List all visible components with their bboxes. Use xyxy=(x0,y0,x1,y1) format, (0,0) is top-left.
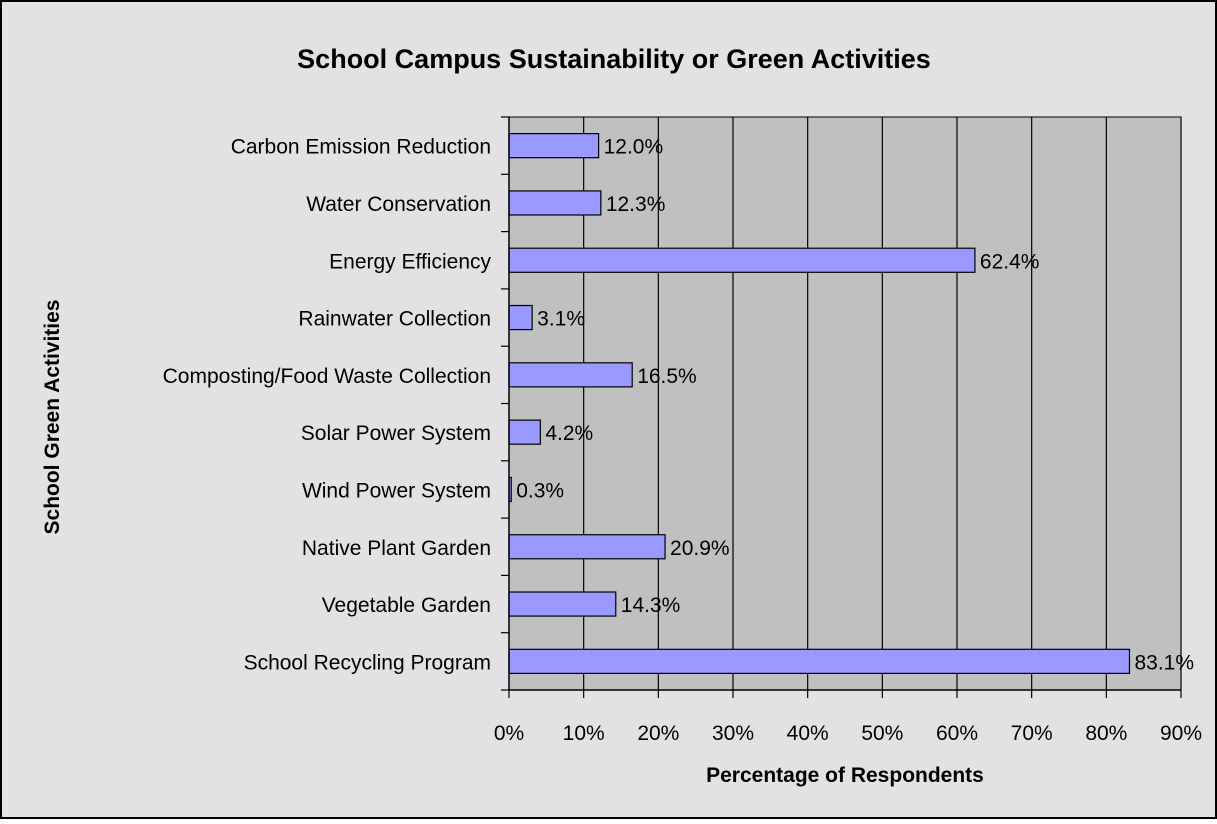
data-label: 12.3% xyxy=(606,193,666,216)
x-tick-label: 60% xyxy=(936,722,978,745)
gridlines xyxy=(583,117,1182,690)
category-label: Energy Efficiency xyxy=(329,250,491,273)
category-label: Water Conservation xyxy=(306,193,491,216)
bar xyxy=(508,247,976,273)
x-tick-label: 20% xyxy=(637,722,679,745)
x-tick-label: 80% xyxy=(1085,722,1127,745)
category-labels: Carbon Emission Reduction Water Conservat… xyxy=(163,116,509,691)
category-label: Native Plant Garden xyxy=(302,537,491,560)
x-tick-label: 50% xyxy=(861,722,903,745)
data-label: 12.0% xyxy=(604,136,664,159)
x-axis-ticks: 0% 10% 20% 30% 40% 50% 60% 70% 80% 90% xyxy=(494,690,1202,745)
data-label: 3.1% xyxy=(537,308,585,331)
data-label: 16.5% xyxy=(637,365,697,388)
data-label: 14.3% xyxy=(621,594,681,617)
data-label: 4.2% xyxy=(545,422,593,445)
category-label: Solar Power System xyxy=(301,422,491,445)
bar xyxy=(508,534,666,560)
bars xyxy=(508,133,1131,674)
bar xyxy=(508,591,617,617)
category-label: Rainwater Collection xyxy=(298,308,491,331)
bar xyxy=(508,304,533,331)
x-tick-label: 90% xyxy=(1160,722,1202,745)
x-tick-label: 30% xyxy=(712,722,754,745)
bar xyxy=(508,419,541,445)
bar xyxy=(508,362,633,388)
chart-title: School Campus Sustainability or Green Ac… xyxy=(297,44,931,74)
x-axis-title: Percentage of Respondents xyxy=(706,764,984,787)
bar xyxy=(508,133,600,159)
data-labels: 12.0% 12.3% 62.4% 3.1% 16.5% 4.2% 0.3% 20.9% 14.… xyxy=(516,136,1194,675)
x-tick-label: 10% xyxy=(563,722,605,745)
category-label: Vegetable Garden xyxy=(322,594,491,617)
y-axis-title: School Green Activities xyxy=(41,300,64,535)
category-label: School Recycling Program xyxy=(244,651,491,674)
x-tick-label: 70% xyxy=(1011,722,1053,745)
data-label: 0.3% xyxy=(516,479,564,502)
plot-area xyxy=(508,116,1182,691)
data-label: 83.1% xyxy=(1134,651,1194,674)
data-label: 20.9% xyxy=(670,537,730,560)
x-tick-label: 0% xyxy=(494,722,524,745)
category-label: Composting/Food Waste Collection xyxy=(163,365,491,388)
x-tick-label: 40% xyxy=(787,722,829,745)
data-label: 62.4% xyxy=(980,250,1040,273)
category-label: Wind Power System xyxy=(302,479,491,502)
category-label: Carbon Emission Reduction xyxy=(231,136,491,159)
bar xyxy=(508,190,602,216)
bar xyxy=(508,648,1131,674)
